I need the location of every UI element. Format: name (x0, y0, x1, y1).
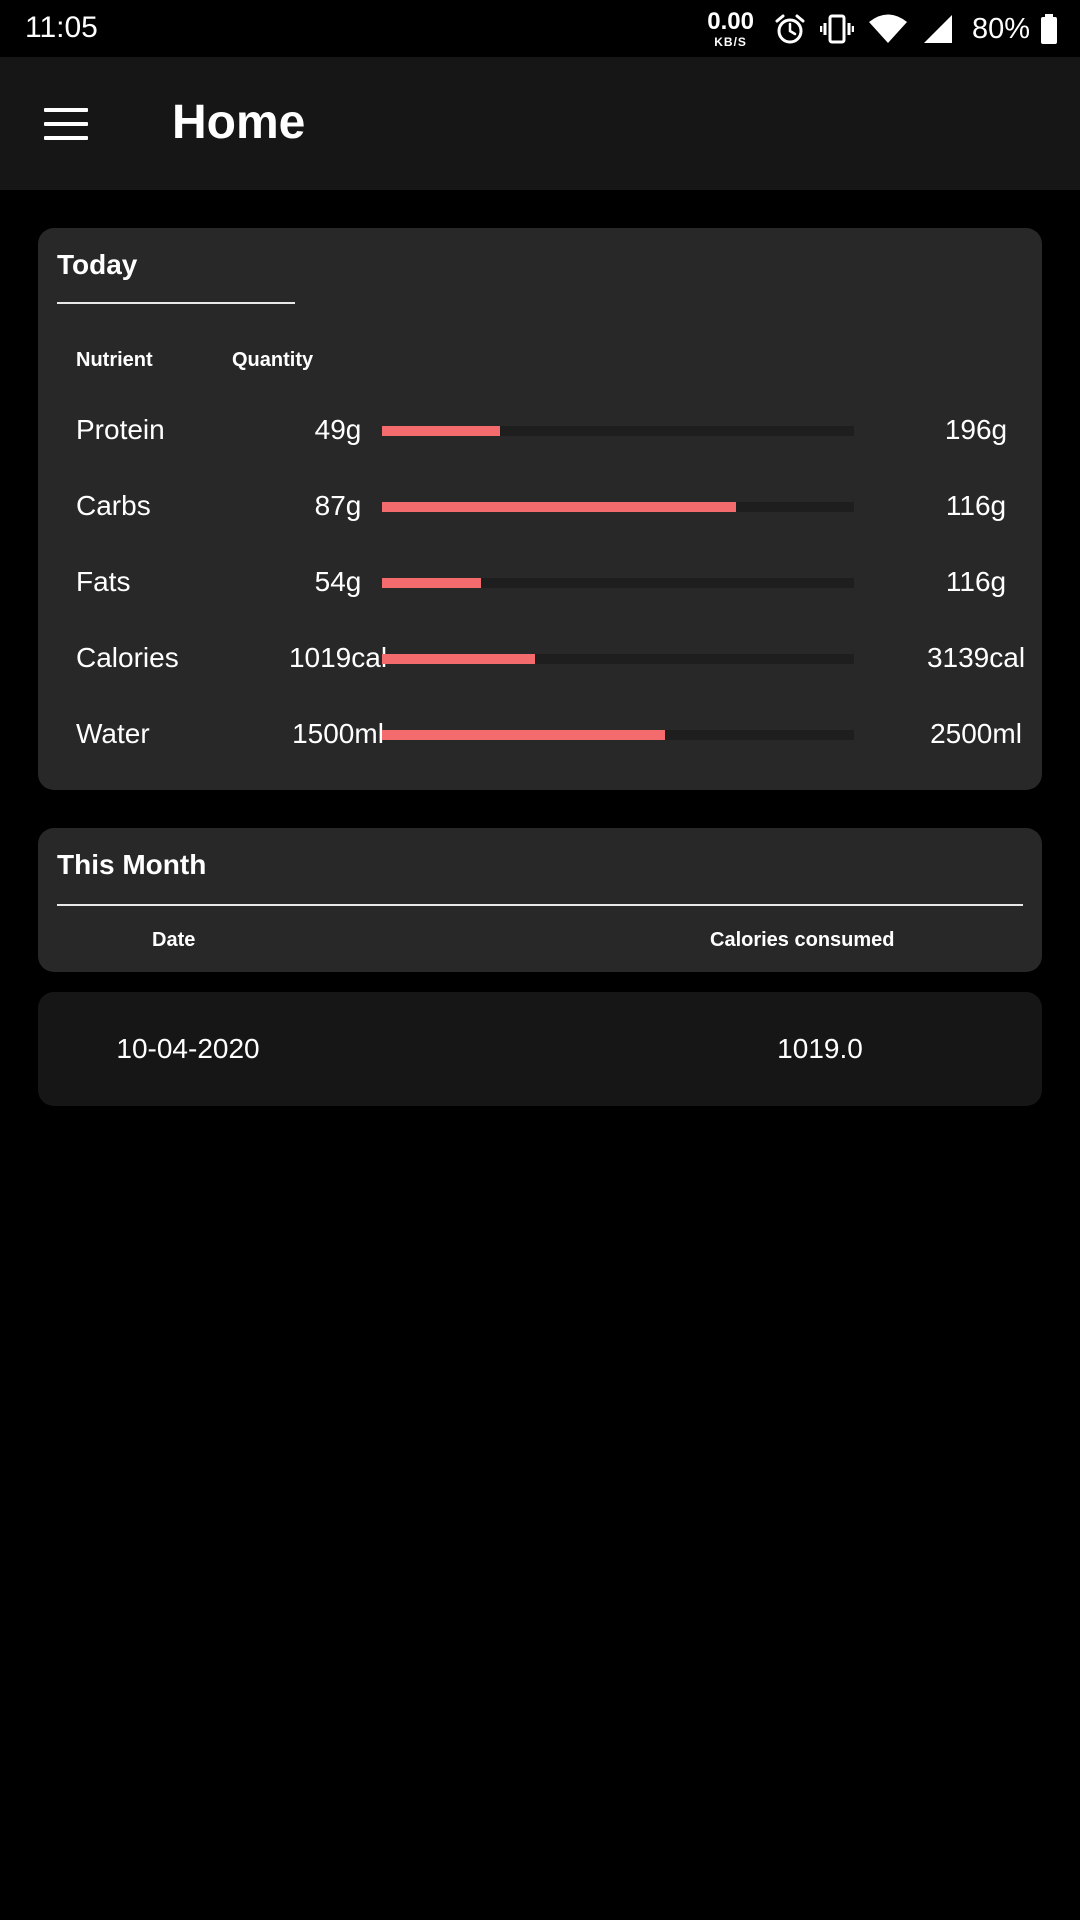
nutrient-quantity: 54g (314, 566, 362, 597)
calories-column-header: Calories consumed (710, 929, 895, 951)
progress-bar (382, 502, 854, 512)
status-bar: 11:05 0.00 KB/S 80% (0, 0, 1080, 57)
progress-bar (382, 578, 854, 588)
progress-fill (382, 502, 736, 512)
nutrient-row-carbs: Carbs 87g 116g (38, 486, 1042, 526)
nutrient-row-calories: Calories 1019cal 3139cal (38, 638, 1042, 678)
entry-date: 10-04-2020 (116, 1033, 260, 1064)
app-bar: Home (0, 57, 1080, 190)
today-title: Today (57, 249, 138, 280)
nutrient-row-water: Water 1500ml 2500ml (38, 714, 1042, 754)
nutrient-name: Protein (76, 414, 165, 445)
status-time: 11:05 (25, 11, 98, 44)
progress-fill (382, 730, 666, 740)
nutrient-name: Carbs (76, 490, 151, 521)
nutrient-goal: 116g (945, 566, 1007, 597)
progress-fill (382, 426, 500, 436)
network-speed: 0.00 KB/S (707, 8, 754, 49)
progress-bar (382, 426, 854, 436)
network-speed-value: 0.00 (707, 8, 754, 35)
this-month-card: This Month Date Calories consumed (38, 828, 1042, 972)
nutrient-goal: 116g (945, 490, 1007, 521)
nutrient-quantity: 1019cal (288, 642, 388, 673)
nutrient-row-fats: Fats 54g 116g (38, 562, 1042, 602)
signal-icon (923, 15, 952, 43)
alarm-icon (775, 14, 805, 44)
nutrient-goal: 2500ml (930, 718, 1022, 749)
nutrient-goal: 3139cal (926, 642, 1026, 673)
nutrient-quantity: 49g (314, 414, 362, 445)
nutrient-goal: 196g (944, 414, 1008, 445)
wifi-icon (868, 14, 907, 43)
this-month-title: This Month (57, 849, 207, 880)
status-icons: 0.00 KB/S 80% (707, 8, 1058, 50)
this-month-divider (57, 904, 1023, 906)
hamburger-menu-icon[interactable] (36, 99, 96, 149)
battery-icon (1041, 14, 1057, 44)
nutrient-row-protein: Protein 49g 196g (38, 410, 1042, 450)
nutrient-quantity: 1500ml (292, 718, 384, 749)
today-divider (57, 302, 295, 304)
today-card: Today Nutrient Quantity Protein 49g 196g… (38, 228, 1042, 790)
progress-fill (382, 578, 482, 588)
entry-calories: 1019.0 (777, 1033, 863, 1064)
network-speed-unit: KB/S (714, 35, 747, 49)
quantity-column-header: Quantity (232, 349, 314, 371)
nutrient-quantity: 87g (314, 490, 362, 521)
page-title: Home (172, 96, 306, 149)
nutrient-name: Fats (76, 566, 131, 597)
nutrient-name: Calories (76, 642, 179, 673)
nutrient-column-header: Nutrient (76, 349, 153, 371)
table-row[interactable]: 10-04-2020 1019.0 (38, 992, 1042, 1106)
nutrient-name: Water (76, 718, 150, 749)
progress-bar (382, 654, 854, 664)
progress-fill (382, 654, 536, 664)
vibrate-icon (819, 14, 854, 44)
date-column-header: Date (152, 929, 196, 951)
progress-bar (382, 730, 854, 740)
battery-percentage: 80% (971, 12, 1030, 45)
